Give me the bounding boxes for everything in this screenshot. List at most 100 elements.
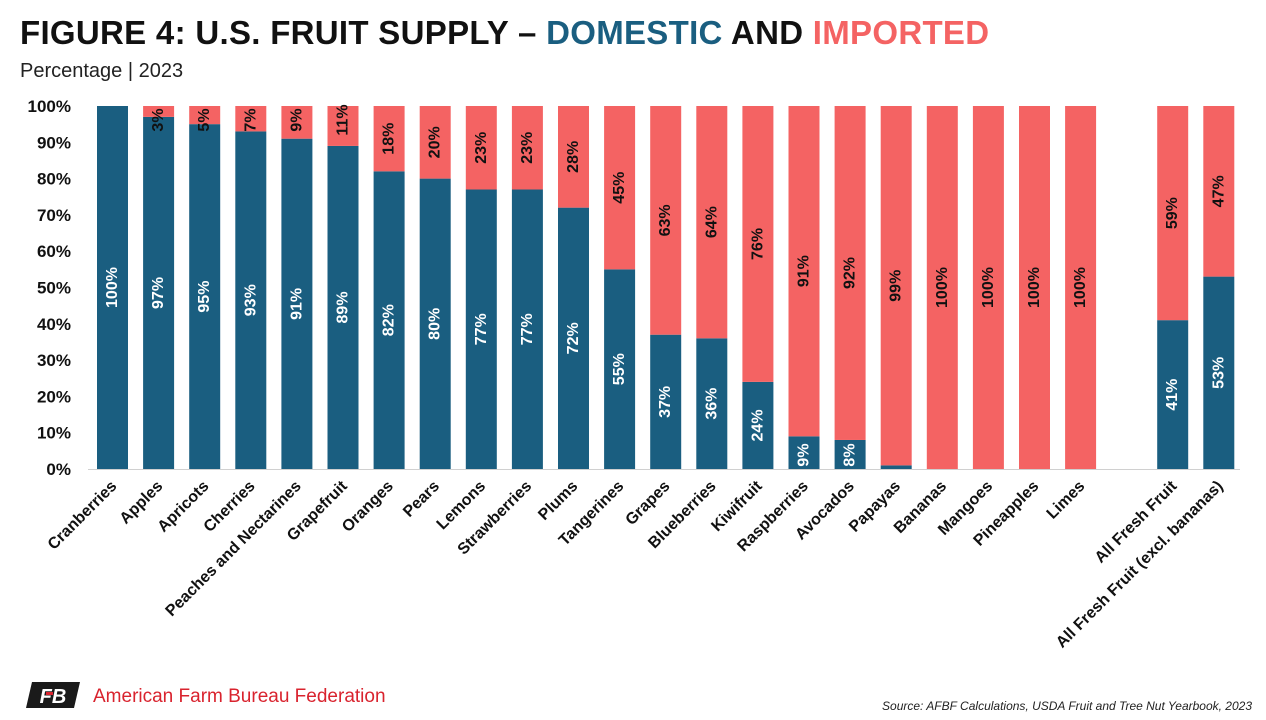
chart-subtitle: Percentage | 2023 bbox=[20, 60, 184, 82]
data-label-domestic: 72% bbox=[565, 322, 582, 354]
bar-imported bbox=[604, 106, 636, 270]
title-and: AND bbox=[722, 14, 813, 51]
data-label-imported: 23% bbox=[473, 132, 490, 164]
bar-domestic bbox=[604, 269, 636, 469]
y-tick-label: 40% bbox=[37, 315, 71, 334]
afbf-logo-icon: FB bbox=[26, 682, 80, 708]
y-tick-label: 20% bbox=[37, 387, 71, 406]
bar-imported bbox=[558, 106, 589, 208]
bar-domestic bbox=[373, 171, 405, 469]
data-label-domestic: 8% bbox=[842, 443, 859, 466]
data-label-imported: 9% bbox=[288, 108, 305, 131]
data-label-domestic: 24% bbox=[749, 409, 766, 441]
bar-imported bbox=[650, 106, 682, 335]
bar-domestic bbox=[742, 381, 774, 469]
bar-imported bbox=[189, 106, 221, 125]
bar-domestic bbox=[419, 178, 451, 469]
data-label-domestic: 91% bbox=[288, 288, 305, 320]
x-category-label: Plums bbox=[535, 478, 581, 524]
data-label-domestic: 100% bbox=[104, 267, 121, 308]
data-label-domestic: 97% bbox=[150, 277, 167, 309]
bar-domestic bbox=[465, 189, 497, 470]
data-label-domestic: 55% bbox=[611, 353, 628, 385]
data-label-imported: 45% bbox=[611, 172, 628, 204]
data-label-domestic: 77% bbox=[473, 313, 490, 345]
bar-domestic bbox=[788, 436, 820, 469]
data-label-imported: 63% bbox=[657, 204, 674, 236]
bar-domestic bbox=[834, 439, 866, 469]
data-label-imported: 91% bbox=[796, 255, 813, 287]
bar-imported bbox=[742, 106, 774, 382]
y-tick-label: 50% bbox=[37, 279, 71, 298]
bar-domestic bbox=[880, 465, 912, 469]
chart-title: FIGURE 4: U.S. FRUIT SUPPLY – DOMESTIC A… bbox=[20, 14, 989, 52]
bar-imported bbox=[696, 106, 728, 339]
data-label-imported: 100% bbox=[1072, 267, 1089, 308]
bar-imported bbox=[880, 106, 912, 466]
y-tick-label: 0% bbox=[46, 460, 71, 479]
data-label-imported: 47% bbox=[1210, 175, 1227, 207]
bar-imported bbox=[1065, 106, 1097, 469]
bar-domestic bbox=[558, 207, 589, 469]
data-label-domestic: 77% bbox=[519, 313, 536, 345]
bar-domestic bbox=[696, 338, 728, 469]
data-label-domestic: 53% bbox=[1210, 357, 1227, 389]
bar-imported bbox=[834, 106, 866, 440]
bar-imported bbox=[235, 106, 267, 132]
bar-imported bbox=[511, 106, 543, 190]
data-label-imported: 23% bbox=[519, 132, 536, 164]
bar-domestic bbox=[281, 138, 313, 470]
afbf-logo-text: FB bbox=[40, 686, 67, 708]
bar-imported bbox=[1203, 106, 1235, 277]
bar-domestic bbox=[1203, 276, 1235, 469]
data-label-domestic: 89% bbox=[335, 291, 352, 323]
bar-imported bbox=[281, 106, 313, 139]
data-label-imported: 11% bbox=[335, 104, 352, 135]
bar-imported bbox=[327, 106, 359, 146]
x-category-label: Limes bbox=[1044, 478, 1089, 523]
bar-domestic bbox=[235, 131, 267, 469]
bar-domestic bbox=[327, 145, 359, 469]
data-label-imported: 28% bbox=[565, 141, 582, 173]
y-tick-label: 60% bbox=[37, 242, 71, 261]
x-category-label: Pears bbox=[400, 478, 443, 521]
data-label-domestic: 9% bbox=[796, 443, 813, 466]
bar-domestic bbox=[1157, 320, 1189, 469]
data-label-imported: 3% bbox=[150, 108, 167, 131]
x-category-label: All Fresh Fruit (excl. bananas) bbox=[1053, 478, 1227, 652]
bar-imported bbox=[788, 106, 820, 437]
x-category-label: All Fresh Fruit bbox=[1092, 477, 1181, 566]
data-label-imported: 18% bbox=[381, 123, 398, 155]
bar-domestic bbox=[511, 189, 543, 470]
data-label-domestic: 36% bbox=[703, 388, 720, 420]
title-domestic: DOMESTIC bbox=[546, 14, 723, 51]
org-name: American Farm Bureau Federation bbox=[93, 686, 386, 707]
y-tick-label: 70% bbox=[37, 206, 71, 225]
y-tick-label: 30% bbox=[37, 351, 71, 370]
y-tick-label: 80% bbox=[37, 170, 71, 189]
title-prefix: FIGURE 4: U.S. FRUIT SUPPLY – bbox=[20, 14, 547, 51]
data-label-domestic: 41% bbox=[1164, 379, 1181, 411]
data-label-imported: 64% bbox=[703, 206, 720, 238]
bar-imported bbox=[419, 106, 451, 179]
data-label-imported: 76% bbox=[749, 228, 766, 260]
data-label-imported: 100% bbox=[980, 267, 997, 308]
bar-imported bbox=[926, 106, 958, 469]
data-label-domestic: 37% bbox=[657, 386, 674, 418]
y-tick-label: 10% bbox=[37, 424, 71, 443]
data-label-imported: 100% bbox=[1026, 267, 1043, 308]
data-label-domestic: 80% bbox=[427, 308, 444, 340]
data-label-imported: 99% bbox=[888, 270, 905, 302]
x-category-label: Oranges bbox=[339, 478, 397, 536]
data-label-imported: 20% bbox=[427, 126, 444, 158]
y-tick-label: 100% bbox=[28, 97, 71, 116]
data-label-domestic: 93% bbox=[242, 284, 259, 316]
bar-imported bbox=[972, 106, 1004, 469]
bar-imported bbox=[465, 106, 497, 190]
data-label-imported: 7% bbox=[242, 108, 259, 131]
bar-imported bbox=[1157, 106, 1189, 321]
source-note: Source: AFBF Calculations, USDA Fruit an… bbox=[882, 699, 1252, 713]
bar-domestic bbox=[143, 116, 175, 469]
bar-imported bbox=[1019, 106, 1050, 469]
